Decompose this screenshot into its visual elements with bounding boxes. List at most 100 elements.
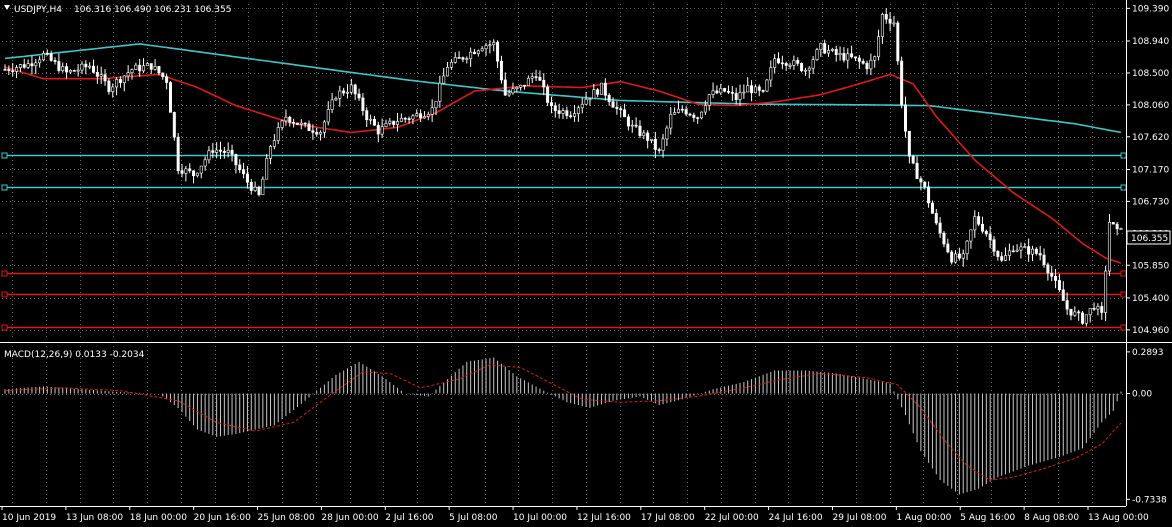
candle-body — [657, 149, 661, 151]
time-tick-label: 1 Aug 00:00 — [896, 513, 951, 523]
candle-body — [396, 121, 400, 125]
level-handle-left — [1, 291, 8, 298]
candle-body — [715, 90, 719, 94]
candle-body — [34, 62, 38, 67]
time-tick-label: 8 Aug 08:00 — [1024, 513, 1079, 523]
candle-body — [688, 113, 692, 116]
candle-body — [215, 149, 219, 153]
candle-body — [642, 132, 646, 136]
candle-body — [680, 108, 684, 111]
candle-body — [973, 216, 977, 231]
grid — [2, 4, 1127, 506]
time-tick-label: 29 Jul 08:00 — [832, 513, 886, 523]
candle-body — [115, 79, 119, 88]
candle-body — [319, 132, 323, 135]
candle-body — [569, 115, 573, 117]
macd-label: MACD(12,26,9) 0.0133 -0.2034 — [4, 350, 145, 360]
candle-body — [827, 50, 831, 54]
candle-body — [84, 63, 88, 68]
candle-body — [180, 170, 184, 174]
time-tick-label: 10 Jul 00:00 — [513, 513, 567, 523]
candle-body — [980, 223, 984, 232]
candle-body — [41, 53, 45, 61]
candle-body — [615, 107, 619, 109]
candle-body — [1019, 246, 1023, 251]
candle-body — [653, 138, 657, 150]
macd-tick-label: 0.2893 — [1132, 348, 1164, 358]
candle-body — [192, 170, 196, 177]
time-tick-label: 13 Jun 08:00 — [66, 513, 123, 523]
time-tick-label: 17 Jul 08:00 — [641, 513, 695, 523]
candle-body — [930, 202, 934, 214]
candle-body — [1030, 248, 1034, 255]
candle-body — [3, 69, 7, 71]
current-price-label: 106.355 — [1131, 234, 1168, 244]
candle-body — [834, 49, 838, 56]
candle-body — [850, 53, 854, 58]
candle-body — [161, 72, 165, 77]
candle-body — [38, 59, 42, 64]
level-handle-left — [1, 184, 8, 191]
candle-body — [815, 49, 819, 60]
candle-body — [453, 57, 457, 63]
candle-body — [265, 158, 269, 180]
triangle-down-icon[interactable] — [4, 5, 10, 10]
candle-body — [669, 114, 673, 129]
time-tick-label: 24 Jul 16:00 — [769, 513, 823, 523]
candle-body — [957, 253, 961, 259]
candle-body — [711, 90, 715, 95]
candle-body — [803, 69, 807, 72]
candle-body — [334, 98, 338, 101]
candle-body — [53, 60, 57, 62]
fast-ma-line — [4, 66, 1122, 264]
candle-body — [361, 97, 365, 111]
candle-body — [1073, 311, 1077, 316]
time-tick-label: 28 Jun 00:00 — [321, 513, 378, 523]
candle-body — [380, 126, 384, 135]
candle-body — [342, 90, 346, 94]
candle-body — [942, 232, 946, 245]
time-tick-label: 10 Jun 2019 — [2, 513, 56, 523]
candle-body — [80, 63, 84, 71]
candle-body — [896, 22, 900, 62]
candle-body — [519, 84, 523, 88]
current-price-box — [1126, 230, 1171, 245]
candle-body — [588, 98, 592, 101]
candle-body — [226, 149, 230, 153]
candle-body — [11, 70, 15, 72]
candle-body — [1027, 246, 1031, 255]
candle-body — [807, 67, 811, 71]
candle-body — [449, 62, 453, 68]
candle-body — [634, 124, 638, 127]
candle-body — [1050, 272, 1054, 277]
candle-body — [376, 124, 380, 135]
horizontal-levels[interactable] — [1, 152, 1127, 331]
candle-body — [407, 118, 411, 120]
candle-body — [330, 99, 334, 110]
candle-body — [576, 107, 580, 114]
candle-body — [188, 168, 192, 172]
candle-body — [700, 111, 704, 119]
time-tick-label: 2 Jul 16:00 — [385, 513, 434, 523]
candle-body — [138, 64, 142, 72]
candle-body — [573, 113, 577, 117]
candle-body — [607, 94, 611, 102]
candle-body — [357, 93, 361, 99]
candle-body — [623, 109, 627, 118]
candle-body — [673, 112, 677, 115]
candle-body — [107, 80, 111, 92]
candle-body — [411, 115, 415, 120]
candle-body — [584, 98, 588, 105]
candle-body — [403, 117, 407, 120]
candle-body — [580, 103, 584, 109]
candle-body — [726, 90, 730, 93]
candle-body — [769, 67, 773, 81]
candle-body — [1115, 223, 1119, 230]
candle-body — [619, 108, 623, 111]
candle-body — [746, 85, 750, 93]
macd-tick-label: -0.7338 — [1132, 495, 1167, 505]
candle-body — [292, 121, 296, 124]
candle-body — [526, 77, 530, 87]
level-handle-right — [1120, 291, 1127, 298]
